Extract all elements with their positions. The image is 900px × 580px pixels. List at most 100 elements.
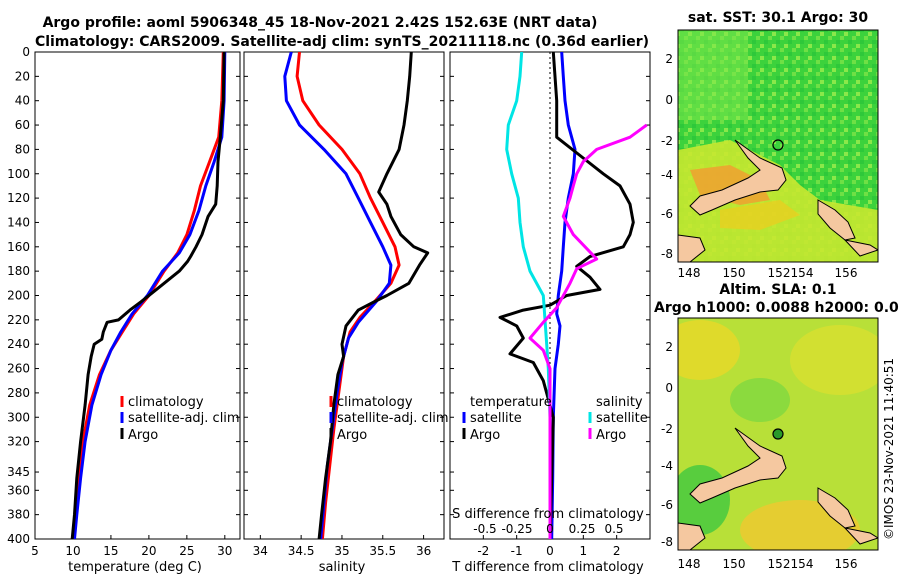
temperature-series	[70, 52, 227, 539]
difference-legend: temperature satellite Argo salinity sate…	[462, 395, 648, 443]
x-tick-label: 1	[580, 544, 588, 558]
x-tick-label: 15	[103, 544, 118, 558]
series-line-argo	[70, 52, 226, 539]
map-tick: 2	[665, 52, 673, 66]
depth-tick-label: 0	[22, 45, 30, 59]
salinity-panel	[243, 51, 445, 540]
sst-hot-patch-2	[720, 200, 800, 230]
new-guinea-landmass	[689, 427, 787, 504]
sst-map-title: sat. SST: 30.1 Argo: 30	[688, 10, 868, 26]
s-tick: 0	[546, 522, 554, 536]
temperature-axis-label: temperature (deg C)	[68, 560, 202, 575]
series-line-argo	[317, 52, 430, 539]
series-line-climatology	[295, 52, 401, 539]
sla-map-frame	[677, 317, 879, 551]
map-tick: 152	[768, 266, 791, 280]
sst-map	[678, 30, 878, 262]
legend-label-s-satellite: satellite	[596, 411, 648, 426]
x-tick-label: 30	[217, 544, 232, 558]
series-line-salinity-argo	[528, 123, 648, 539]
argo-position-marker	[772, 428, 784, 440]
depth-tick-label: 240	[7, 337, 30, 351]
x-tick-label: 5	[31, 544, 39, 558]
map-tick: 154	[791, 266, 814, 280]
salinity-legend: climatology satellite-adj. clim Argo	[329, 395, 449, 443]
watermark: ©IMOS 23-Nov-2021 11:40:51	[882, 358, 896, 540]
depth-tick-label: 300	[7, 410, 30, 424]
island-landmass	[817, 487, 856, 529]
map-tick: 2	[665, 340, 673, 354]
legend-heading-temperature: temperature	[470, 395, 552, 410]
argo-position-marker	[772, 139, 784, 151]
depth-tick-label: 345	[7, 465, 30, 479]
map-tick: 156	[835, 266, 858, 280]
sla-map-y-ticks: 2 0 -2 -4 -6 -8	[661, 340, 673, 549]
difference-axis-label: T difference from climatology	[451, 560, 644, 575]
x-tick-label: 35	[334, 544, 349, 558]
map-tick: 150	[723, 557, 746, 571]
depth-tick-label: 380	[7, 508, 30, 522]
legend-label-t-satellite: satellite	[470, 411, 522, 426]
sla-high-2	[790, 325, 878, 395]
depth-tick-label: 140	[7, 215, 30, 229]
x-tick-label: 25	[179, 544, 194, 558]
legend-label-satellite: satellite-adj. clim	[337, 411, 449, 426]
legend-label-argo: Argo	[128, 428, 158, 443]
island-landmass-2	[843, 527, 878, 545]
depth-tick-label: 100	[7, 167, 30, 181]
x-tick-label: 20	[141, 544, 156, 558]
map-tick: 152	[768, 557, 791, 571]
salinity-axis-label: salinity	[319, 560, 366, 575]
new-guinea-landmass	[689, 139, 787, 216]
sla-map	[678, 318, 878, 550]
depth-axis-ticks: 0 20 40 60 80 100 120 140 160 180 200 220 240 260 280 3…	[7, 45, 650, 546]
sla-map-x-ticks: 148 150 152 154 156	[678, 557, 858, 571]
island-landmass-2	[843, 239, 878, 257]
sla-map-subtitle: Argo h1000: 0.0088 h2000: 0.019	[654, 300, 900, 316]
sla-map-title: Altim. SLA: 0.1	[719, 282, 836, 298]
s-tick: -0.5	[473, 522, 496, 536]
title-line-1: Argo profile: aoml 5906348_45 18-Nov-202…	[43, 15, 598, 31]
temperature-legend: climatology satellite-adj. clim Argo	[120, 395, 240, 443]
depth-tick-label: 160	[7, 240, 30, 254]
sla-low	[730, 378, 790, 422]
sst-map-frame	[677, 29, 879, 263]
legend-label-argo: Argo	[337, 428, 367, 443]
x-tick-label: 10	[65, 544, 80, 558]
depth-tick-label: 260	[7, 362, 30, 376]
depth-tick-label: 20	[15, 69, 30, 83]
x-tick-label: 34.5	[288, 544, 315, 558]
depth-tick-label: 40	[15, 94, 30, 108]
coast-landmass	[678, 522, 706, 550]
depth-tick-label: 120	[7, 191, 30, 205]
map-tick: -6	[661, 498, 673, 512]
map-tick: -8	[661, 247, 673, 261]
x-tick-label: 0	[546, 544, 554, 558]
temperature-x-ticks: 5 10 15 20 25 30	[31, 535, 232, 558]
s-tick: 0.25	[569, 522, 596, 536]
sst-warm-patch	[678, 30, 748, 120]
map-tick: -4	[661, 168, 673, 182]
map-tick: 148	[678, 557, 701, 571]
s-tick: 0.5	[604, 522, 623, 536]
depth-tick-label: 180	[7, 264, 30, 278]
depth-tick-label: 220	[7, 313, 30, 327]
s-difference-axis-label: S difference from climatology	[452, 507, 644, 522]
x-tick-label: 35.5	[369, 544, 396, 558]
depth-tick-label: 400	[7, 532, 30, 546]
x-tick-label: 36	[416, 544, 431, 558]
map-tick: 148	[678, 266, 701, 280]
map-tick: 0	[665, 381, 673, 395]
series-line-temperature-argo	[498, 52, 635, 539]
s-tick: -0.25	[501, 522, 532, 536]
map-tick: 0	[665, 93, 673, 107]
depth-tick-label: 360	[7, 483, 30, 497]
island-landmass	[817, 199, 856, 241]
legend-label-t-argo: Argo	[470, 428, 500, 443]
legend-label-s-argo: Argo	[596, 428, 626, 443]
temperature-panel	[34, 51, 241, 540]
map-tick: -4	[661, 459, 673, 473]
map-tick: 150	[723, 266, 746, 280]
coast-landmass	[678, 234, 706, 262]
